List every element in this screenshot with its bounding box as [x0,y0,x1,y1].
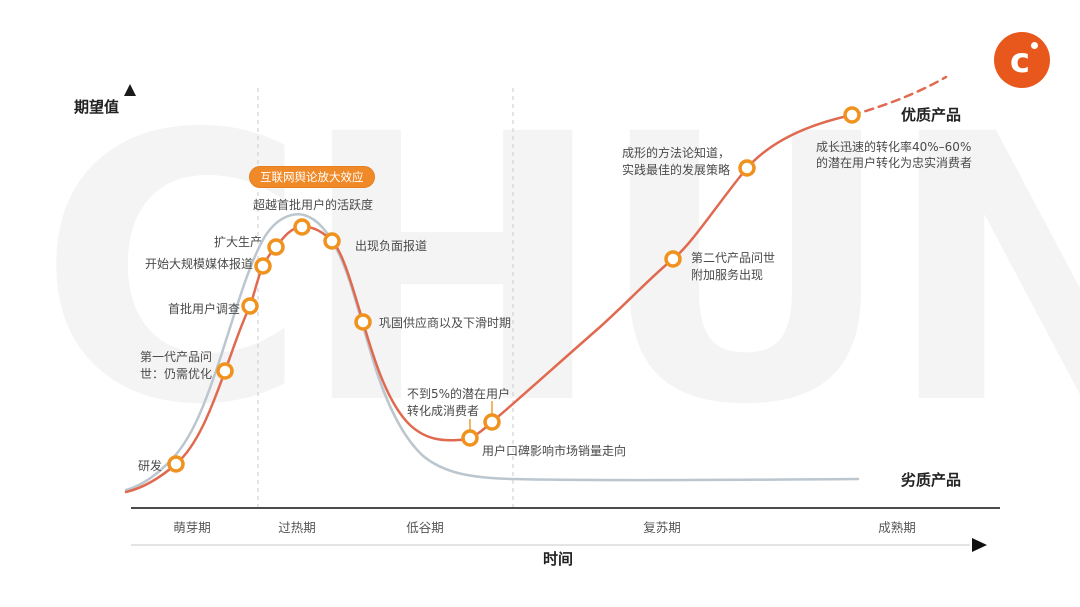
annotation-consolidate-suppliers: 巩固供应商以及下滑时期 [379,316,512,330]
brand-logo-dot-icon [1031,42,1038,49]
data-point-marker-first-gen [216,362,234,380]
phase-label-maturity: 成熟期 [878,520,916,535]
annotation-first-gen-product: 第一代产品问 世：仍需优化 [140,350,213,381]
annotation-less-5pct: 不到5%的潜在用户 转化成消费者 [407,387,511,418]
data-point-marker-word-of-mouth [483,413,501,431]
x-axis-title: 时间 [543,550,574,568]
quality-product-curve [124,113,854,494]
data-point-marker-user-survey [241,297,259,315]
annotation-rd: 研发 [137,459,162,473]
data-point-marker-growth [843,106,861,124]
annotation-user-survey: 首批用户调查 [167,302,240,316]
annotation-expand-production: 扩大生产 [213,235,262,249]
quality-product-curve-dashed-tail [850,75,948,117]
annotation-beyond-first-users: 超越首批用户的活跃度 [253,198,374,212]
brand-logo: c [994,32,1050,88]
data-point-marker-rd [167,455,185,473]
inferior-product-label: 劣质产品 [901,471,962,489]
data-point-marker-expand [267,238,285,256]
data-point-marker-methodology [738,159,756,177]
annotation-growth-conversion: 成长迅速的转化率40%–60% 的潜在用户转化为忠实消费者 [816,140,973,170]
phase-label-trough: 低谷期 [406,520,444,535]
brand-logo-letter: c [1009,41,1031,81]
data-point-marker-second-gen [664,250,682,268]
annotation-second-gen-product: 第二代产品问世 附加服务出现 [691,251,776,282]
data-point-marker-media [254,257,272,275]
phase-label-recovery: 复苏期 [643,520,681,535]
data-point-marker-peak [293,218,311,236]
annotation-media-coverage: 开始大规模媒体报道 [144,257,253,271]
y-axis-arrow-icon [124,84,136,96]
quality-product-label: 优质产品 [901,106,962,124]
phase-label-germination: 萌芽期 [173,520,211,535]
annotation-methodology: 成形的方法论知道， 实践最佳的发展策略 [622,146,731,177]
data-point-marker-less5pct [461,429,479,447]
curve-markers [167,106,861,473]
amplification-badge: 互联网舆论放大效应 [249,166,375,188]
watermark-text: CHUNMI° [38,56,1080,485]
y-axis-title: 期望值 [74,98,120,116]
data-point-marker-consolidate [354,313,372,331]
data-point-marker-negative [323,232,341,250]
annotation-negative-reports: 出现负面报道 [355,239,428,253]
phase-label-overheat: 过热期 [278,520,316,535]
x-axis-arrow-icon [972,538,987,552]
annotation-word-of-mouth: 用户口碑影响市场销量走向 [482,444,627,458]
